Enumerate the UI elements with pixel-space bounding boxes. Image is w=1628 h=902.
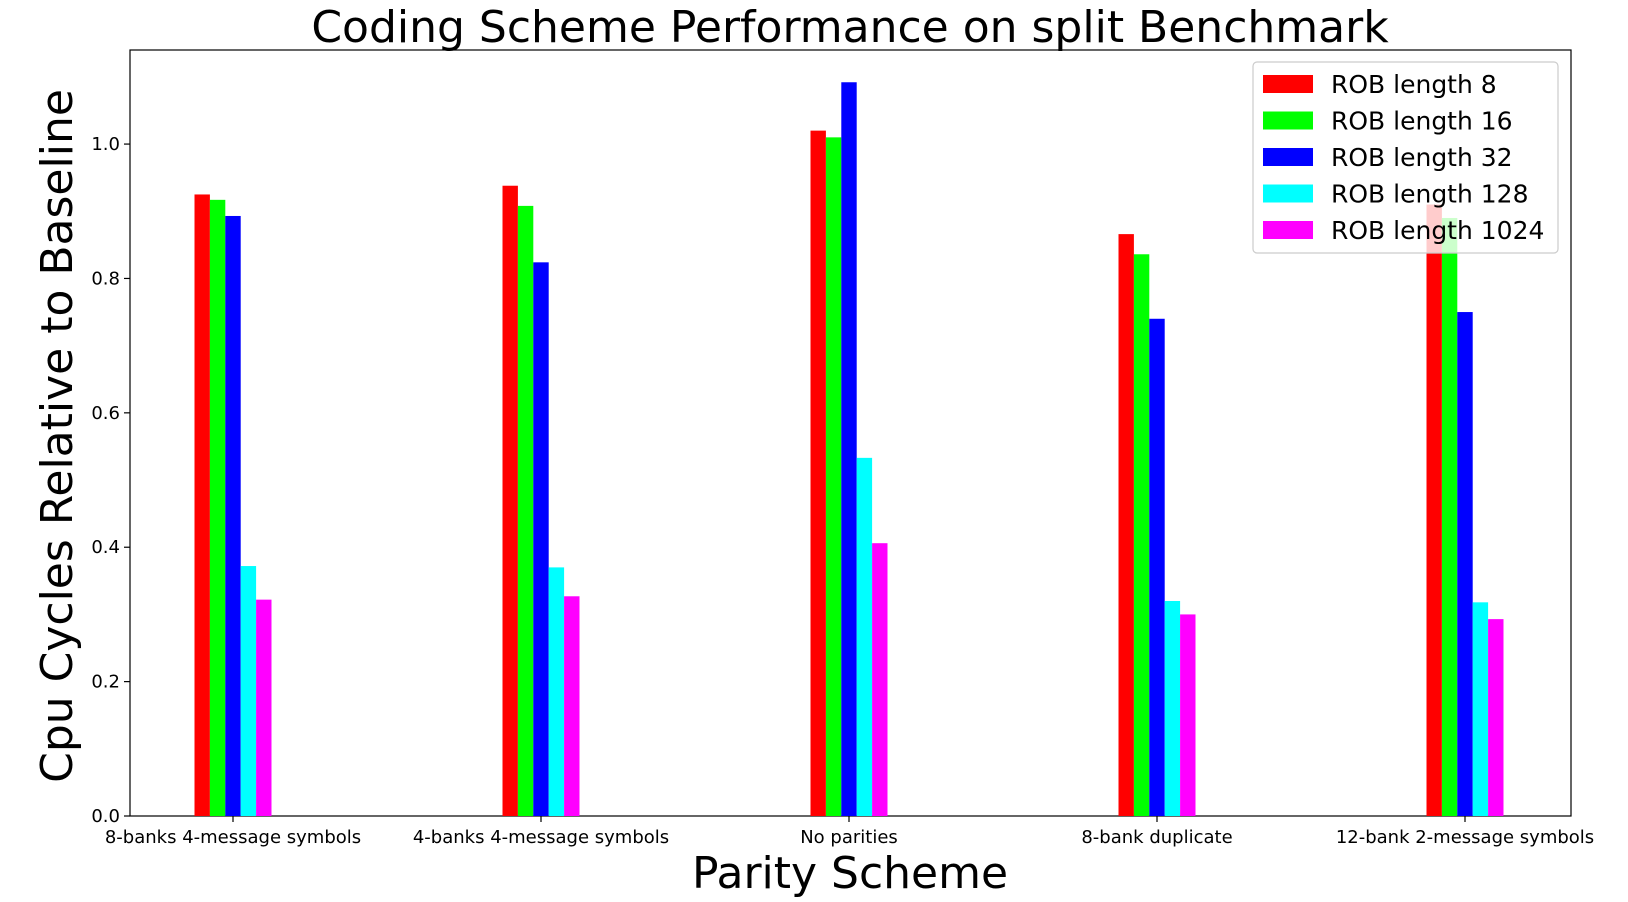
x-axis: 8-banks 4-message symbols 4-banks 4-messa… [105,816,1594,848]
bar-4-series-3 [1149,318,1165,816]
bar-3-series-3 [841,82,857,816]
y-tick-label: 0.4 [91,537,120,558]
chart-title: Coding Scheme Performance on split Bench… [311,2,1389,53]
y-tick-label: 0.0 [91,806,120,827]
y-tick-label: 0.2 [91,672,120,693]
bar-1-series-1 [194,194,210,816]
bar-3-series-4 [856,457,873,816]
legend-swatch-3 [1263,148,1313,166]
bar-4-series-4 [1164,600,1181,816]
legend-label-4: ROB length 128 [1331,180,1529,209]
bar-5-series-1 [1426,204,1442,817]
bar-2-series-4 [548,567,565,816]
bar-2-series-3 [533,262,549,817]
bar-4-series-5 [1180,614,1196,816]
bar-2-series-1 [502,185,518,817]
y-tick-label: 0.6 [91,403,120,424]
legend-swatch-4 [1263,184,1313,203]
x-tick-label: 8-banks 4-message symbols [105,827,361,848]
legend-swatch-5 [1263,221,1313,239]
bar-3-series-5 [872,543,888,816]
bar-1-series-2 [209,199,226,817]
x-tick-label: 8-bank duplicate [1081,827,1232,848]
bar-4-series-1 [1118,234,1134,817]
bar-5-series-2 [1441,217,1458,817]
x-tick-label: 12-bank 2-message symbols [1336,827,1594,848]
bar-2-series-2 [517,205,534,816]
bar-2-series-5 [564,596,580,816]
y-axis: 0.0 0.2 0.4 0.6 0.8 1.0 [91,134,130,827]
legend-swatch-1 [1263,75,1313,93]
y-axis-title: Cpu Cycles Relative to Baseline [32,89,83,783]
bar-3-series-1 [810,130,826,816]
bars-group [194,82,1504,817]
legend-label-5: ROB length 1024 [1331,216,1544,245]
legend-label-1: ROB length 8 [1331,70,1497,99]
bar-1-series-3 [225,215,241,817]
bar-5-series-4 [1472,602,1489,816]
y-tick-label: 0.8 [91,268,120,289]
legend-swatch-2 [1263,111,1313,130]
legend-label-2: ROB length 16 [1331,107,1513,136]
y-tick-label: 1.0 [91,134,120,155]
bar-4-series-2 [1133,254,1150,816]
bar-5-series-3 [1457,312,1473,816]
legend-label-3: ROB length 32 [1331,143,1513,172]
bar-1-series-5 [256,599,272,816]
legend-box [1252,61,1559,254]
x-axis-title: Parity Scheme [692,848,1008,899]
bar-3-series-2 [825,137,842,817]
bar-5-series-5 [1488,619,1504,816]
bar-1-series-4 [240,566,257,816]
x-tick-label: No parities [800,827,898,848]
x-tick-label: 4-banks 4-message symbols [413,827,669,848]
legend: ROB length 8 ROB length 16 ROB length 32 RO… [1252,61,1559,254]
